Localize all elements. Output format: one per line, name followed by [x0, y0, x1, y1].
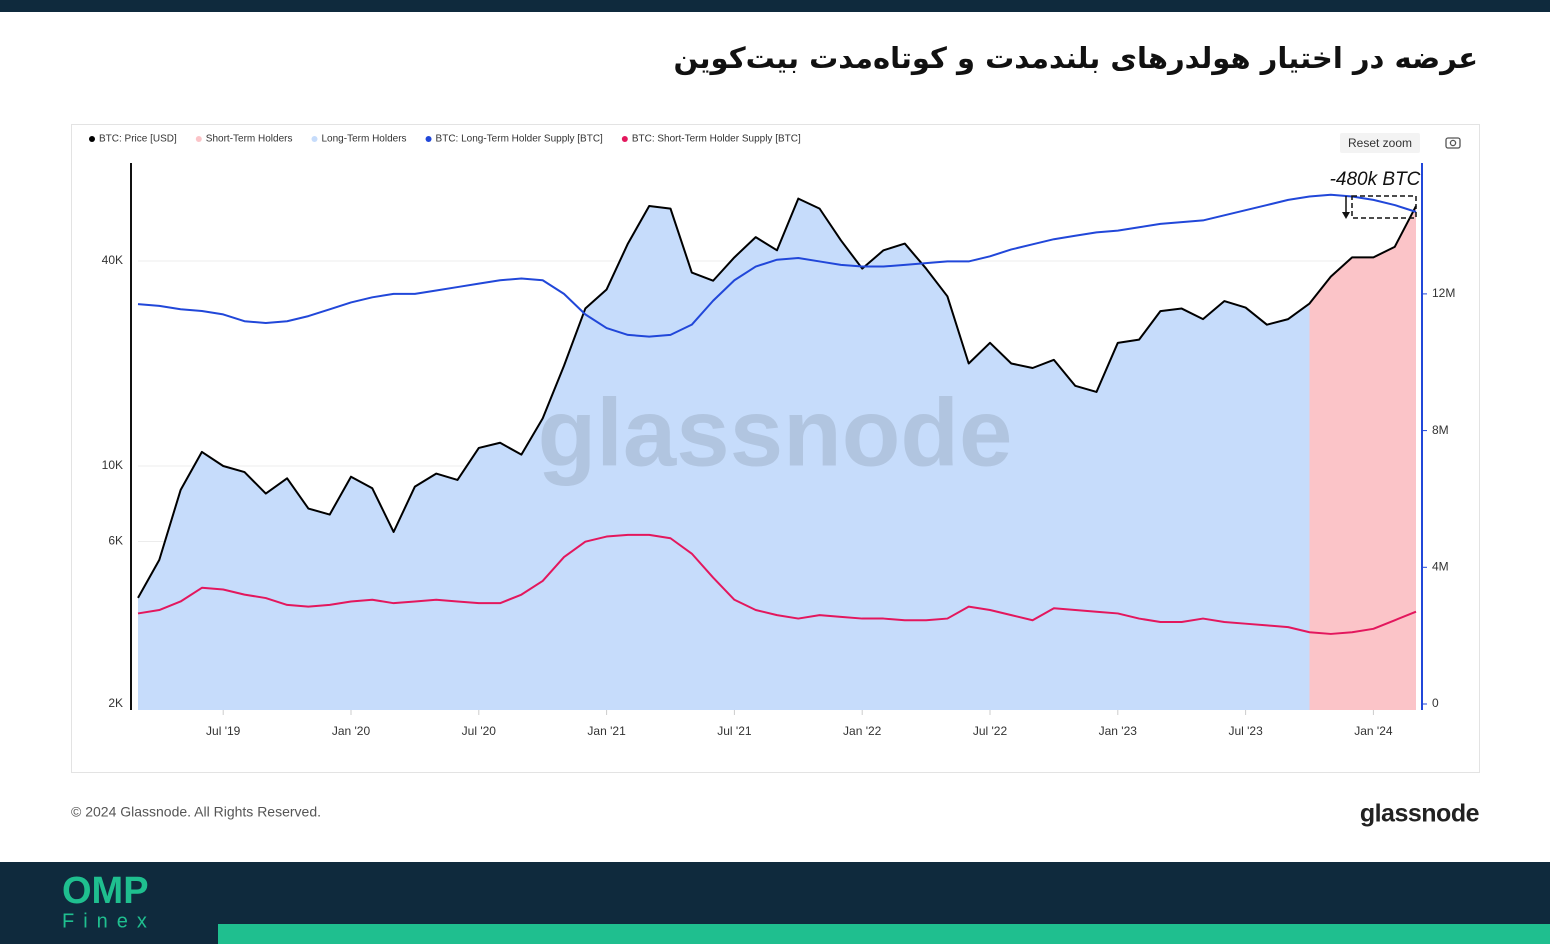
supply-line	[137, 193, 1417, 338]
camera-icon[interactable]	[1445, 137, 1461, 149]
y-tick-label: 2K	[108, 696, 123, 710]
cohort-area	[138, 198, 1310, 710]
legend-label: Long-Term Holders	[322, 134, 407, 145]
brand-name: OMP	[62, 870, 149, 912]
reset-zoom-button[interactable]: Reset zoom	[1340, 133, 1420, 153]
button-label[interactable]: Reset zoom	[1348, 136, 1412, 150]
x-tick-label: Jul '20	[462, 724, 497, 738]
y-tick-label: 6K	[108, 534, 123, 548]
camera-lens[interactable]	[1449, 139, 1457, 147]
annotation: -480k BTC	[1330, 169, 1421, 190]
annotation-arrowhead	[1342, 212, 1350, 219]
footer-logo: glassnode	[1360, 800, 1480, 828]
legend-swatch	[621, 136, 628, 142]
brand-sub: Finex	[62, 910, 156, 932]
x-tick-label: Jul '19	[206, 724, 241, 738]
y-tick-label: 10K	[102, 458, 123, 472]
legend-label: Short-Term Holders	[206, 134, 293, 145]
annotation-box	[1351, 195, 1417, 219]
y2-tick-label: 0	[1432, 696, 1439, 710]
x-tick-label: Jul '22	[973, 724, 1008, 738]
plot: 2K 6K 10K 40K 0 4M 8M 12M Jul '19 Jan '20 Jul '20 J…	[102, 193, 1455, 738]
legend-label: BTC: Long-Term Holder Supply [BTC]	[436, 134, 604, 145]
price-line	[137, 197, 1417, 599]
legend-swatch	[195, 136, 202, 142]
watermark: glassnode	[538, 379, 1013, 486]
x-tick-label: Jan '24	[1354, 724, 1393, 738]
x-tick-label: Jan '20	[332, 724, 371, 738]
y-tick-label: 40K	[102, 253, 123, 267]
x-tick-label: Jul '23	[1228, 724, 1263, 738]
top-bar	[0, 0, 1550, 12]
legend-label: BTC: Short-Term Holder Supply [BTC]	[632, 134, 801, 145]
legend-swatch	[311, 136, 318, 142]
page-title: عرضه در اختیار هولدرهای بلندمدت و کوتاه‌…	[674, 41, 1478, 75]
button-bg[interactable]	[1340, 133, 1420, 153]
copyright: © 2024 Glassnode. All Rights Reserved.	[71, 804, 321, 820]
x-tick-label: Jul '21	[717, 724, 752, 738]
x-tick-label: Jan '23	[1099, 724, 1138, 738]
y2-tick-label: 8M	[1432, 423, 1449, 437]
bottom-strip	[218, 924, 1550, 944]
camera-body[interactable]	[1445, 137, 1461, 149]
legend-swatch	[425, 136, 432, 142]
x-tick-label: Jan '22	[843, 724, 882, 738]
y2-tick-label: 12M	[1432, 286, 1455, 300]
legend-swatch	[89, 136, 95, 142]
x-tick-label: Jan '21	[587, 724, 626, 738]
supply-line	[137, 533, 1417, 635]
y2-tick-label: 4M	[1432, 559, 1449, 573]
cohort-area	[1309, 206, 1416, 710]
legend-label: BTC: Price [USD]	[99, 134, 177, 145]
